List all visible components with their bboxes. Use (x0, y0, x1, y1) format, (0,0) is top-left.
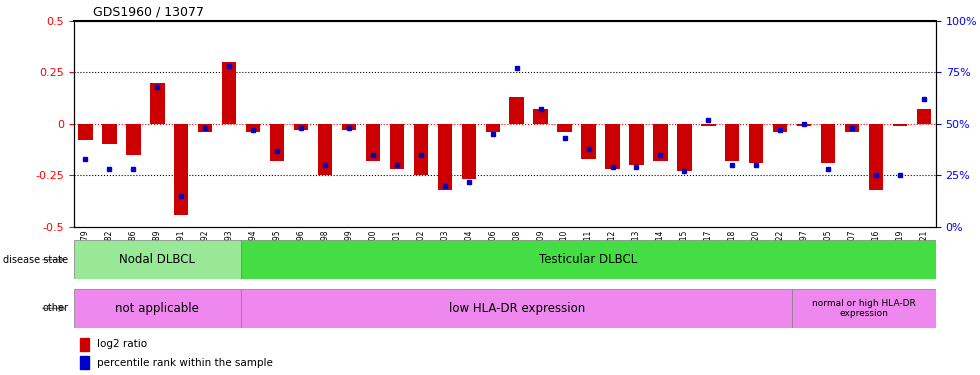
Bar (414, 124, 428, 176)
Bar (510, 97, 524, 124)
Text: Nodal DLBCL: Nodal DLBCL (120, 253, 195, 266)
Bar (102, 124, 117, 144)
Text: low HLA-DR expression: low HLA-DR expression (449, 302, 585, 315)
Text: not applicable: not applicable (116, 302, 199, 315)
Bar (366, 124, 380, 161)
Bar (438, 124, 452, 190)
Bar (241, 240, 936, 279)
Bar (241, 289, 792, 328)
Bar (270, 124, 284, 161)
Bar (462, 124, 476, 180)
Bar (701, 124, 715, 126)
Bar (821, 124, 835, 163)
Bar (485, 124, 500, 132)
Bar (629, 124, 644, 165)
Bar (606, 124, 619, 169)
Text: percentile rank within the sample: percentile rank within the sample (97, 358, 273, 368)
Bar (150, 82, 165, 124)
Text: log2 ratio: log2 ratio (97, 339, 147, 349)
Bar (533, 110, 548, 124)
Bar (78, 124, 93, 140)
Bar (558, 124, 571, 132)
Text: GDS1960 / 13077: GDS1960 / 13077 (93, 6, 204, 19)
Bar (74, 240, 241, 279)
Bar (773, 124, 787, 132)
Bar (294, 124, 309, 130)
Bar (318, 124, 332, 176)
Text: other: other (42, 303, 69, 313)
Bar (725, 124, 740, 161)
Bar (869, 124, 883, 190)
Bar (126, 124, 140, 155)
Bar (749, 124, 763, 163)
Bar (174, 124, 188, 214)
Bar (198, 124, 213, 132)
Bar (246, 124, 261, 132)
Bar (916, 110, 931, 124)
Bar (792, 289, 936, 328)
Bar (893, 124, 907, 126)
Bar (80, 356, 88, 369)
Bar (80, 338, 88, 351)
Text: Testicular DLBCL: Testicular DLBCL (539, 253, 638, 266)
Bar (390, 124, 404, 169)
Bar (797, 124, 811, 126)
Bar (342, 124, 356, 130)
Bar (222, 62, 236, 124)
Bar (581, 124, 596, 159)
Text: normal or high HLA-DR
expression: normal or high HLA-DR expression (812, 299, 916, 318)
Text: disease state: disease state (4, 255, 69, 265)
Bar (845, 124, 859, 132)
Bar (677, 124, 692, 171)
Bar (74, 289, 241, 328)
Bar (654, 124, 667, 161)
